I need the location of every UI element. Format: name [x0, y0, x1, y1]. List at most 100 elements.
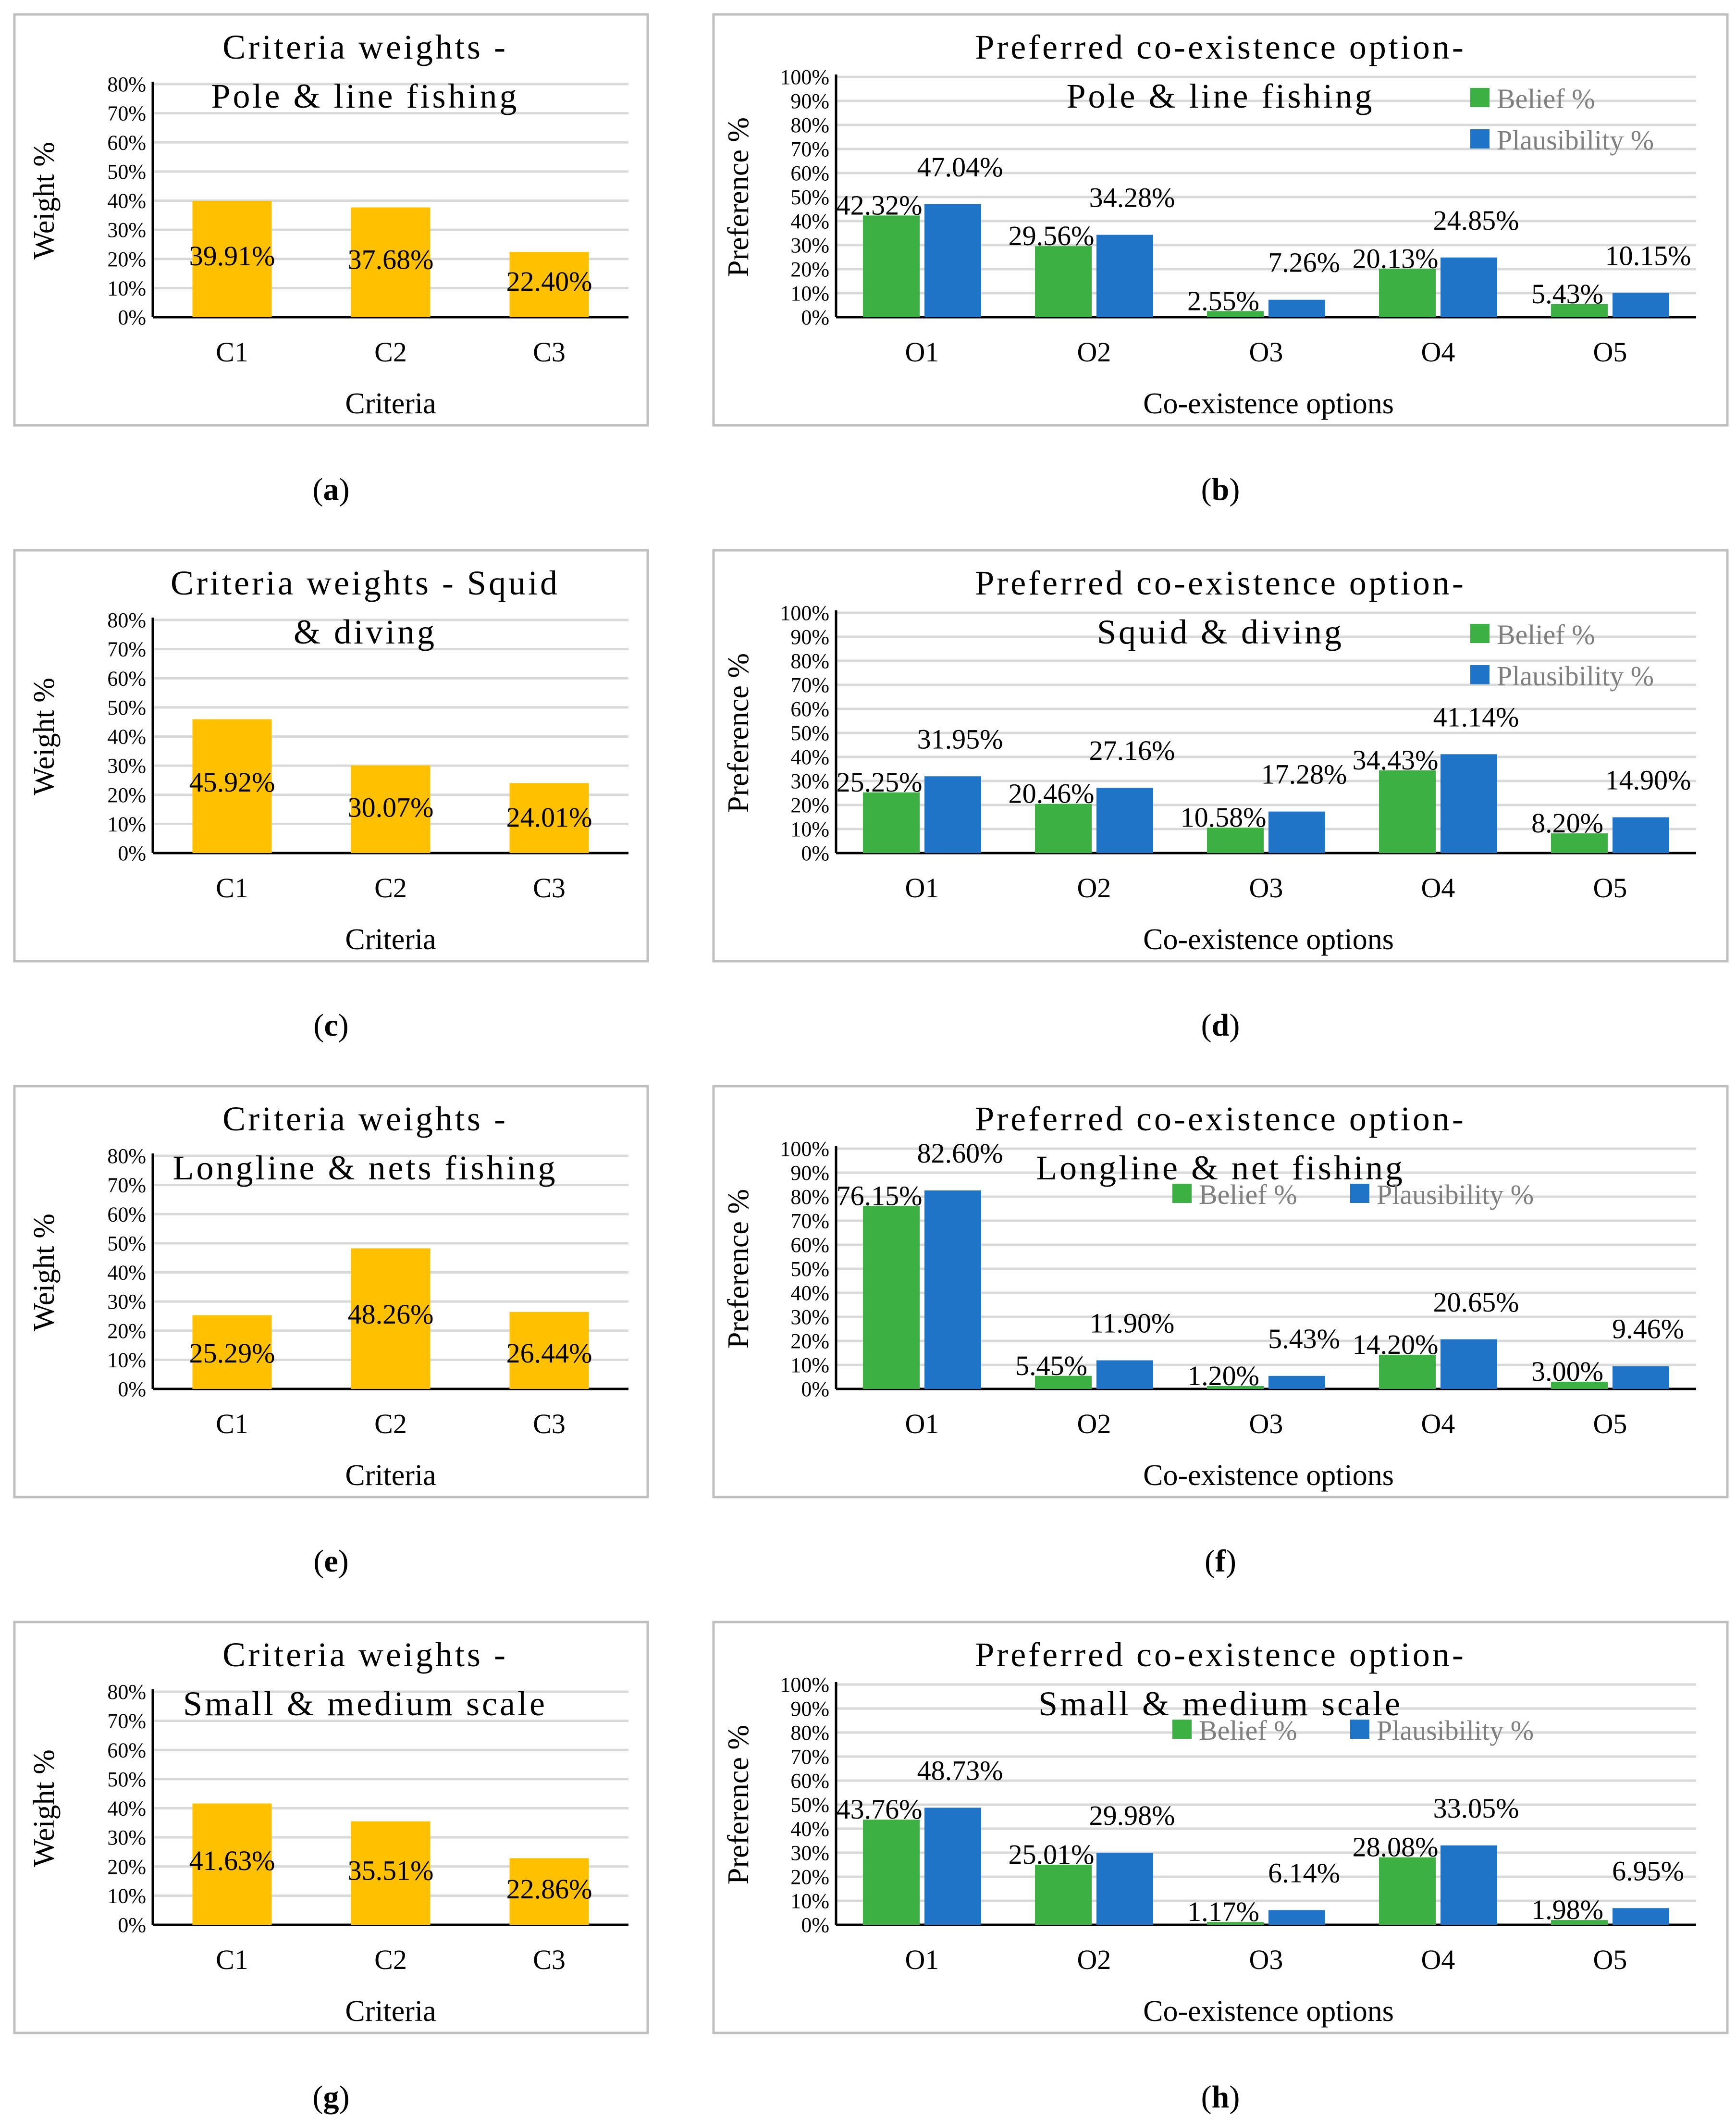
bar-plausibility-o2 — [1096, 235, 1153, 317]
bar-belief-o5 — [1551, 833, 1608, 853]
data-label: 10.15% — [1605, 240, 1691, 271]
y-tick-label: 70% — [107, 102, 146, 125]
y-tick-label: 0% — [801, 1913, 829, 1937]
y-tick-label: 20% — [790, 793, 829, 817]
y-tick-label: 70% — [790, 1209, 829, 1233]
legend-swatch-plausibility — [1470, 129, 1490, 149]
y-tick-label: 40% — [107, 189, 146, 213]
y-tick-label: 20% — [790, 258, 829, 281]
y-tick-label: 100% — [780, 601, 829, 625]
data-label: 48.26% — [348, 1299, 434, 1330]
y-tick-label: 60% — [790, 697, 829, 721]
bar-belief-o4 — [1379, 269, 1436, 317]
bar-weight-c2 — [351, 1248, 431, 1389]
y-tick-label: 50% — [790, 1257, 829, 1281]
legend-label: Plausibility % — [1377, 1715, 1534, 1746]
y-tick-label: 10% — [790, 1889, 829, 1913]
chart-panel-e: 0% 10% 20% 30% 40% 50% 60% 70% 80% Weight % C1 25.2… — [13, 1085, 649, 1579]
bar-weight-c2 — [351, 207, 431, 317]
legend-label: Belief % — [1199, 1179, 1297, 1210]
x-tick-label: C1 — [216, 872, 248, 904]
y-tick-label: 80% — [107, 608, 146, 632]
data-label: 5.45% — [1015, 1350, 1087, 1381]
y-tick-label: 60% — [107, 667, 146, 690]
data-label: 41.63% — [189, 1845, 275, 1876]
bar-belief-o2 — [1035, 804, 1092, 853]
legend-swatch-plausibility — [1350, 1720, 1369, 1739]
x-axis-label: Co-existence options — [1143, 923, 1394, 956]
y-axis-label: Weight % — [28, 678, 61, 795]
data-label: 39.91% — [189, 240, 275, 272]
y-tick-label: 50% — [107, 1232, 146, 1255]
y-tick-label: 60% — [790, 1769, 829, 1793]
data-label: 14.90% — [1605, 765, 1691, 796]
y-tick-label: 0% — [801, 306, 829, 329]
y-tick-label: 70% — [107, 638, 146, 661]
data-label: 8.20% — [1531, 807, 1603, 839]
y-tick-label: 20% — [790, 1329, 829, 1353]
y-tick-label: 20% — [790, 1865, 829, 1889]
x-tick-label: O5 — [1593, 872, 1627, 904]
y-tick-label: 70% — [790, 1745, 829, 1769]
panel-caption: (h) — [1201, 2080, 1240, 2115]
bar-belief-o2 — [1035, 1375, 1092, 1389]
bar-belief-o5 — [1551, 304, 1608, 317]
data-label: 25.29% — [189, 1338, 275, 1369]
y-tick-label: 20% — [107, 248, 146, 271]
bar-weight-c3 — [509, 1312, 589, 1389]
data-label: 34.43% — [1353, 744, 1439, 776]
y-tick-label: 40% — [107, 1261, 146, 1285]
legend-label: Belief % — [1497, 619, 1595, 650]
x-tick-label: O3 — [1249, 1944, 1283, 1975]
bar-weight-c3 — [509, 783, 589, 853]
chart-title: Criteria weights - — [222, 1635, 508, 1674]
y-tick-label: 90% — [790, 1161, 829, 1185]
y-tick-label: 90% — [790, 1697, 829, 1721]
legend-label: Belief % — [1199, 1715, 1297, 1746]
legend-label: Belief % — [1497, 83, 1595, 114]
bar-weight-c3 — [509, 252, 589, 317]
x-tick-label: O5 — [1593, 336, 1627, 368]
chart-title: & diving — [294, 613, 437, 651]
panel-caption: (c) — [313, 1008, 348, 1043]
y-tick-label: 90% — [790, 625, 829, 649]
data-label: 42.32% — [837, 189, 923, 221]
chart-title: Preferred co-existence option- — [975, 28, 1466, 66]
chart-panel-c: 0% 10% 20% 30% 40% 50% 60% 70% 80% Weight % C1 45.9… — [13, 549, 649, 1043]
bar-belief-o1 — [863, 1206, 920, 1389]
data-label: 30.07% — [348, 792, 434, 823]
x-tick-label: O4 — [1421, 1408, 1455, 1439]
x-tick-label: O4 — [1421, 1944, 1455, 1975]
x-tick-label: O4 — [1421, 872, 1455, 904]
x-tick-label: O3 — [1249, 872, 1283, 904]
x-axis-label: Co-existence options — [1143, 1459, 1394, 1492]
bar-belief-o4 — [1379, 1857, 1436, 1925]
x-tick-label: C3 — [533, 336, 566, 368]
data-label: 48.73% — [917, 1755, 1003, 1786]
legend-label: Plausibility % — [1497, 124, 1654, 156]
data-label: 22.86% — [506, 1873, 592, 1905]
bar-weight-c2 — [351, 765, 431, 853]
data-label: 7.26% — [1268, 247, 1340, 278]
chart-panel-d: 0%10%20%30%40%50%60%70%80%90%100% Prefere… — [712, 549, 1729, 1043]
x-tick-label: O2 — [1077, 1944, 1111, 1975]
bar-plausibility-o4 — [1441, 754, 1497, 853]
data-label: 6.95% — [1612, 1855, 1684, 1886]
y-tick-label: 0% — [118, 1377, 146, 1401]
panel-caption: (d) — [1201, 1008, 1240, 1043]
y-tick-label: 60% — [790, 161, 829, 185]
bar-plausibility-o2 — [1096, 1360, 1153, 1389]
y-tick-label: 40% — [107, 1797, 146, 1821]
y-tick-label: 80% — [107, 1680, 146, 1704]
data-label: 20.65% — [1433, 1287, 1519, 1318]
y-tick-label: 30% — [107, 218, 146, 242]
data-label: 47.04% — [917, 151, 1003, 183]
data-label: 24.01% — [506, 802, 592, 833]
chart-title: Small & medium scale — [183, 1684, 547, 1723]
y-tick-label: 20% — [107, 1855, 146, 1879]
y-axis-label: Preference % — [722, 1725, 755, 1884]
data-label: 24.85% — [1433, 205, 1519, 236]
panel-caption: (a) — [313, 472, 350, 507]
y-tick-label: 10% — [790, 282, 829, 305]
data-label: 5.43% — [1268, 1323, 1340, 1354]
